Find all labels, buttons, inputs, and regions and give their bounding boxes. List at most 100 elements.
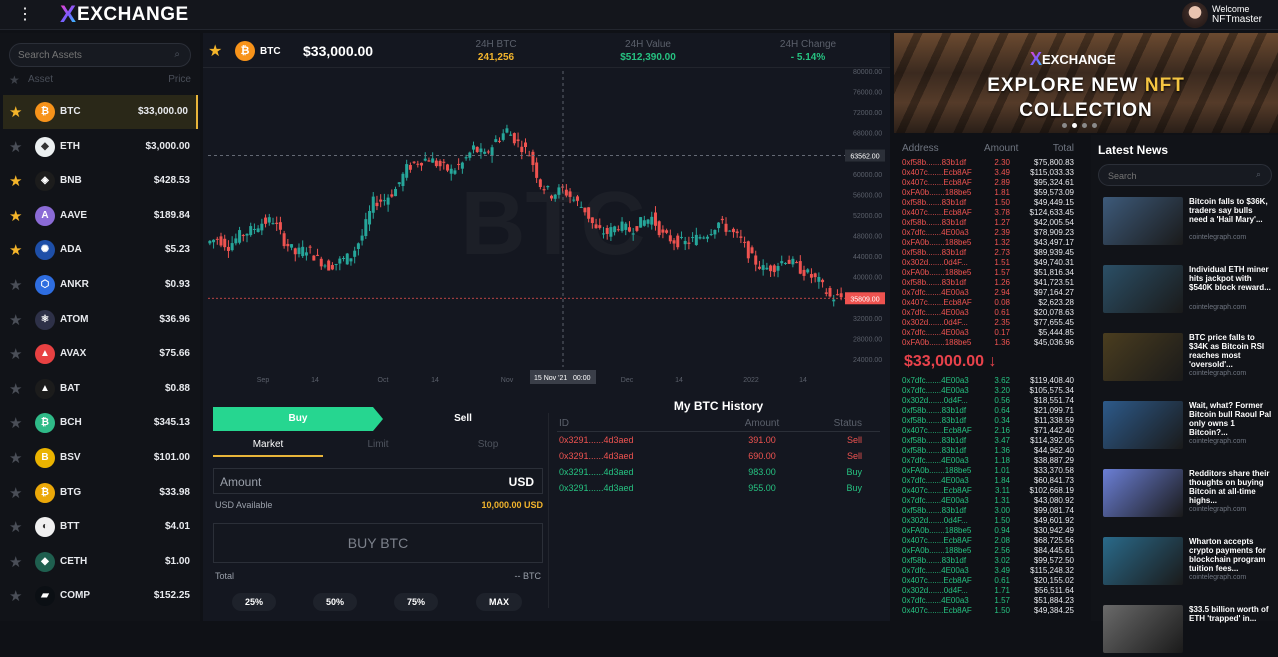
favorite-star-icon[interactable]: ★ xyxy=(208,43,223,60)
asset-row-bch[interactable]: ★ ₿ BCH $345.13 xyxy=(3,406,198,440)
star-icon[interactable]: ★ xyxy=(9,173,23,191)
star-icon[interactable]: ★ xyxy=(9,415,23,433)
orderbook-ask-row[interactable]: 0x7dfc.......4E00a3 2.94 $97,164.27 xyxy=(902,288,1074,298)
search-icon[interactable]: ⌕ xyxy=(174,49,180,60)
orderbook-bid-row[interactable]: 0x407c.......Ecb8AF 3.11 $102,668.19 xyxy=(902,486,1074,496)
orderbook-bid-row[interactable]: 0xFA0b.......188be5 1.01 $33,370.58 xyxy=(902,466,1074,476)
tab-stop[interactable]: Stop xyxy=(477,439,499,450)
asset-row-btc[interactable]: ★ ₿ BTC $33,000.00 xyxy=(3,95,198,129)
orderbook-bid-row[interactable]: 0x407c.......Ecb8AF 1.50 $49,384.25 xyxy=(902,606,1074,616)
orderbook-ask-row[interactable]: 0xFA0b.......188be5 1.57 $51,816.34 xyxy=(902,268,1074,278)
star-icon[interactable]: ★ xyxy=(9,277,23,294)
news-item[interactable]: $33.5 billion worth of ETH 'trapped' in.… xyxy=(1103,605,1273,657)
orderbook-ask-row[interactable]: 0x407c.......Ecb8AF 3.49 $115,033.33 xyxy=(902,168,1074,178)
menu-icon[interactable]: ⋮ xyxy=(17,6,33,23)
asset-row-ankr[interactable]: ★ ⬡ ANKR $0.93 xyxy=(3,268,198,302)
buy-btc-button[interactable]: BUY BTC xyxy=(213,523,543,563)
news-item[interactable]: Wharton accepts crypto payments for bloc… xyxy=(1103,537,1273,589)
amount-field[interactable]: Amount USD xyxy=(213,468,543,494)
asset-row-ada[interactable]: ★ ✺ ADA $5.23 xyxy=(3,233,198,267)
asset-row-bat[interactable]: ★ ▲ BAT $0.88 xyxy=(3,372,198,406)
asset-row-comp[interactable]: ★ ▰ COMP $152.25 xyxy=(3,579,198,613)
orderbook-ask-row[interactable]: 0x302d.......0d4F... 2.35 $77,655.45 xyxy=(902,318,1074,328)
orderbook-bid-row[interactable]: 0xf58b.......83b1df 0.34 $11,338.59 xyxy=(902,416,1074,426)
orderbook-bid-row[interactable]: 0x7dfc.......4E00a3 1.84 $60,841.73 xyxy=(902,476,1074,486)
star-icon[interactable]: ★ xyxy=(9,484,23,502)
orderbook-ask-row[interactable]: 0xFA0b.......188be5 1.32 $43,497.17 xyxy=(902,238,1074,248)
orderbook-ask-row[interactable]: 0x7dfc.......4E00a3 2.39 $78,909.23 xyxy=(902,228,1074,238)
star-icon[interactable]: ★ xyxy=(9,519,23,537)
star-icon[interactable]: ★ xyxy=(9,588,23,606)
star-icon[interactable]: ★ xyxy=(9,450,23,467)
asset-row-bnb[interactable]: ★ ◈ BNB $428.53 xyxy=(3,164,198,198)
orderbook-bid-row[interactable]: 0xf58b.......83b1df 1.36 $44,962.40 xyxy=(902,446,1074,456)
asset-row-avax[interactable]: ★ ▲ AVAX $75.66 xyxy=(3,337,198,371)
carousel-dot[interactable] xyxy=(1062,123,1067,128)
orderbook-bid-row[interactable]: 0x407c.......Ecb8AF 2.08 $68,725.56 xyxy=(902,536,1074,546)
orderbook-bid-row[interactable]: 0xFA0b.......188be5 0.94 $30,942.49 xyxy=(902,526,1074,536)
orderbook-bid-row[interactable]: 0x407c.......Ecb8AF 0.61 $20,155.02 xyxy=(902,576,1074,586)
star-icon[interactable]: ★ xyxy=(9,138,23,156)
avatar[interactable] xyxy=(1182,2,1208,28)
news-item[interactable]: Redditors share their thoughts on buying… xyxy=(1103,469,1273,521)
asset-row-btg[interactable]: ★ ₿ BTG $33.98 xyxy=(3,476,198,510)
asset-row-bsv[interactable]: ★ B BSV $101.00 xyxy=(3,441,198,475)
orderbook-ask-row[interactable]: 0xFA0b.......188be5 1.81 $59,573.09 xyxy=(902,188,1074,198)
logo[interactable]: X EXCHANGE xyxy=(60,3,189,27)
orderbook-bid-row[interactable]: 0x407c.......Ecb8AF 2.16 $71,442.40 xyxy=(902,426,1074,436)
percent-max-button[interactable]: MAX xyxy=(476,593,522,611)
orderbook-bid-row[interactable]: 0x302d.......0d4F... 0.56 $18,551.74 xyxy=(902,396,1074,406)
orderbook-bid-row[interactable]: 0xFA0b.......188be5 2.56 $84,445.61 xyxy=(902,546,1074,556)
orderbook-bid-row[interactable]: 0xf58b.......83b1df 0.64 $21,099.71 xyxy=(902,406,1074,416)
tab-sell[interactable]: Sell xyxy=(454,413,472,424)
orderbook-bid-row[interactable]: 0x7dfc.......4E00a3 1.18 $38,887.29 xyxy=(902,456,1074,466)
orderbook-ask-row[interactable]: 0x7dfc.......4E00a3 0.17 $5,444.85 xyxy=(902,328,1074,338)
orderbook-ask-row[interactable]: 0x407c.......Ecb8AF 3.78 $124,633.45 xyxy=(902,208,1074,218)
star-icon[interactable]: ★ xyxy=(9,311,23,329)
orderbook-ask-row[interactable]: 0xFA0b.......188be5 1.36 $45,036.96 xyxy=(902,338,1074,348)
orderbook-bid-row[interactable]: 0x7dfc.......4E00a3 3.20 $105,575.34 xyxy=(902,386,1074,396)
carousel-dot[interactable] xyxy=(1072,123,1077,128)
orderbook-bid-row[interactable]: 0x7dfc.......4E00a3 3.62 $119,408.40 xyxy=(902,376,1074,386)
star-icon[interactable]: ★ xyxy=(9,242,23,260)
orderbook-ask-row[interactable]: 0x302d.......0d4F... 1.51 $49,740.31 xyxy=(902,258,1074,268)
percent-50-button[interactable]: 50% xyxy=(313,593,357,611)
tab-market[interactable]: Market xyxy=(213,433,323,457)
orderbook-ask-row[interactable]: 0xf58b.......83b1df 1.27 $42,005.54 xyxy=(902,218,1074,228)
promo-banner[interactable]: X EXCHANGE EXPLORE NEW NFT COLLECTION xyxy=(894,33,1278,133)
orderbook-ask-row[interactable]: 0xf58b.......83b1df 2.30 $75,800.83 xyxy=(902,158,1074,168)
orderbook-ask-row[interactable]: 0x407c.......Ecb8AF 0.08 $2,623.28 xyxy=(902,298,1074,308)
orderbook-ask-row[interactable]: 0x407c.......Ecb8AF 2.89 $95,324.61 xyxy=(902,178,1074,188)
orderbook-bid-row[interactable]: 0xf58b.......83b1df 3.00 $99,081.74 xyxy=(902,506,1074,516)
asset-row-ceth[interactable]: ★ ◆ CETH $1.00 xyxy=(3,545,198,579)
news-item[interactable]: Bitcoin falls to $36K, traders say bulls… xyxy=(1103,197,1273,249)
price-chart[interactable]: BTC80000.0076000.0072000.0068000.0064000… xyxy=(203,69,890,389)
orderbook-ask-row[interactable]: 0xf58b.......83b1df 1.26 $41,723.51 xyxy=(902,278,1074,288)
orderbook-bid-row[interactable]: 0x7dfc.......4E00a3 1.31 $43,080.92 xyxy=(902,496,1074,506)
user-menu[interactable]: Welcome NFTmaster xyxy=(1182,2,1262,28)
orderbook-bid-row[interactable]: 0x7dfc.......4E00a3 3.49 $115,248.32 xyxy=(902,566,1074,576)
asset-row-aave[interactable]: ★ A AAVE $189.84 xyxy=(3,199,198,233)
news-item[interactable]: Wait, what? Former Bitcoin bull Raoul Pa… xyxy=(1103,401,1273,453)
orderbook-bid-row[interactable]: 0x302d.......0d4F... 1.71 $56,511.64 xyxy=(902,586,1074,596)
orderbook-ask-row[interactable]: 0x7dfc.......4E00a3 0.61 $20,078.63 xyxy=(902,308,1074,318)
star-icon[interactable]: ★ xyxy=(9,207,23,225)
star-icon[interactable]: ★ xyxy=(9,380,23,398)
asset-row-atom[interactable]: ★ ⚛ ATOM $36.96 xyxy=(3,303,198,337)
orderbook-bid-row[interactable]: 0xf58b.......83b1df 3.47 $114,392.05 xyxy=(902,436,1074,446)
news-search-input[interactable] xyxy=(1108,169,1238,182)
asset-search-input[interactable] xyxy=(18,48,158,62)
percent-25-button[interactable]: 25% xyxy=(232,593,276,611)
news-item[interactable]: Individual ETH miner hits jackpot with $… xyxy=(1103,265,1273,317)
star-icon[interactable]: ★ xyxy=(9,346,23,364)
orderbook-bid-row[interactable]: 0x7dfc.......4E00a3 1.57 $51,884.23 xyxy=(902,596,1074,606)
asset-row-btt[interactable]: ★ ◐ BTT $4.01 xyxy=(3,510,198,544)
carousel-dot[interactable] xyxy=(1092,123,1097,128)
tab-buy[interactable]: Buy xyxy=(213,407,383,431)
star-icon[interactable]: ★ xyxy=(9,104,23,121)
orderbook-bid-row[interactable]: 0xf58b.......83b1df 3.02 $99,572.50 xyxy=(902,556,1074,566)
search-icon[interactable]: ⌕ xyxy=(1255,169,1261,179)
orderbook-bid-row[interactable]: 0x302d.......0d4F... 1.50 $49,601.92 xyxy=(902,516,1074,526)
tab-limit[interactable]: Limit xyxy=(367,439,389,450)
asset-row-eth[interactable]: ★ ◆ ETH $3,000.00 xyxy=(3,130,198,164)
